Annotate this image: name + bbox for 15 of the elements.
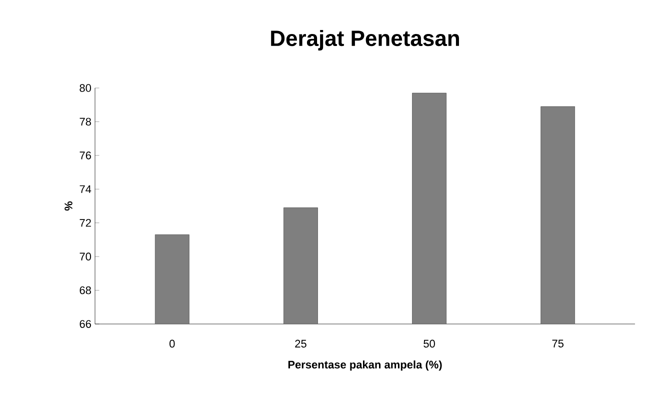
- x-axis-title: Persentase pakan ampela (%): [288, 360, 442, 371]
- x-tick-label: 75: [552, 340, 564, 348]
- x-tick-label: 0: [170, 340, 175, 348]
- x-tick-label: 50: [424, 340, 435, 348]
- y-tick-label: 70: [80, 252, 92, 260]
- y-tick-label: 72: [80, 219, 91, 227]
- y-tick-label: 80: [80, 84, 92, 92]
- x-tick-label: 25: [295, 340, 306, 348]
- y-tick-label: 68: [80, 286, 91, 294]
- y-tick-label: 74: [80, 185, 92, 193]
- y-axis-title: %: [64, 201, 72, 211]
- chart-title: Derajat Penetasan: [271, 30, 459, 50]
- y-tick-label: 78: [80, 118, 91, 126]
- y-tick-label: 76: [80, 152, 91, 160]
- y-tick-label: 66: [80, 320, 91, 328]
